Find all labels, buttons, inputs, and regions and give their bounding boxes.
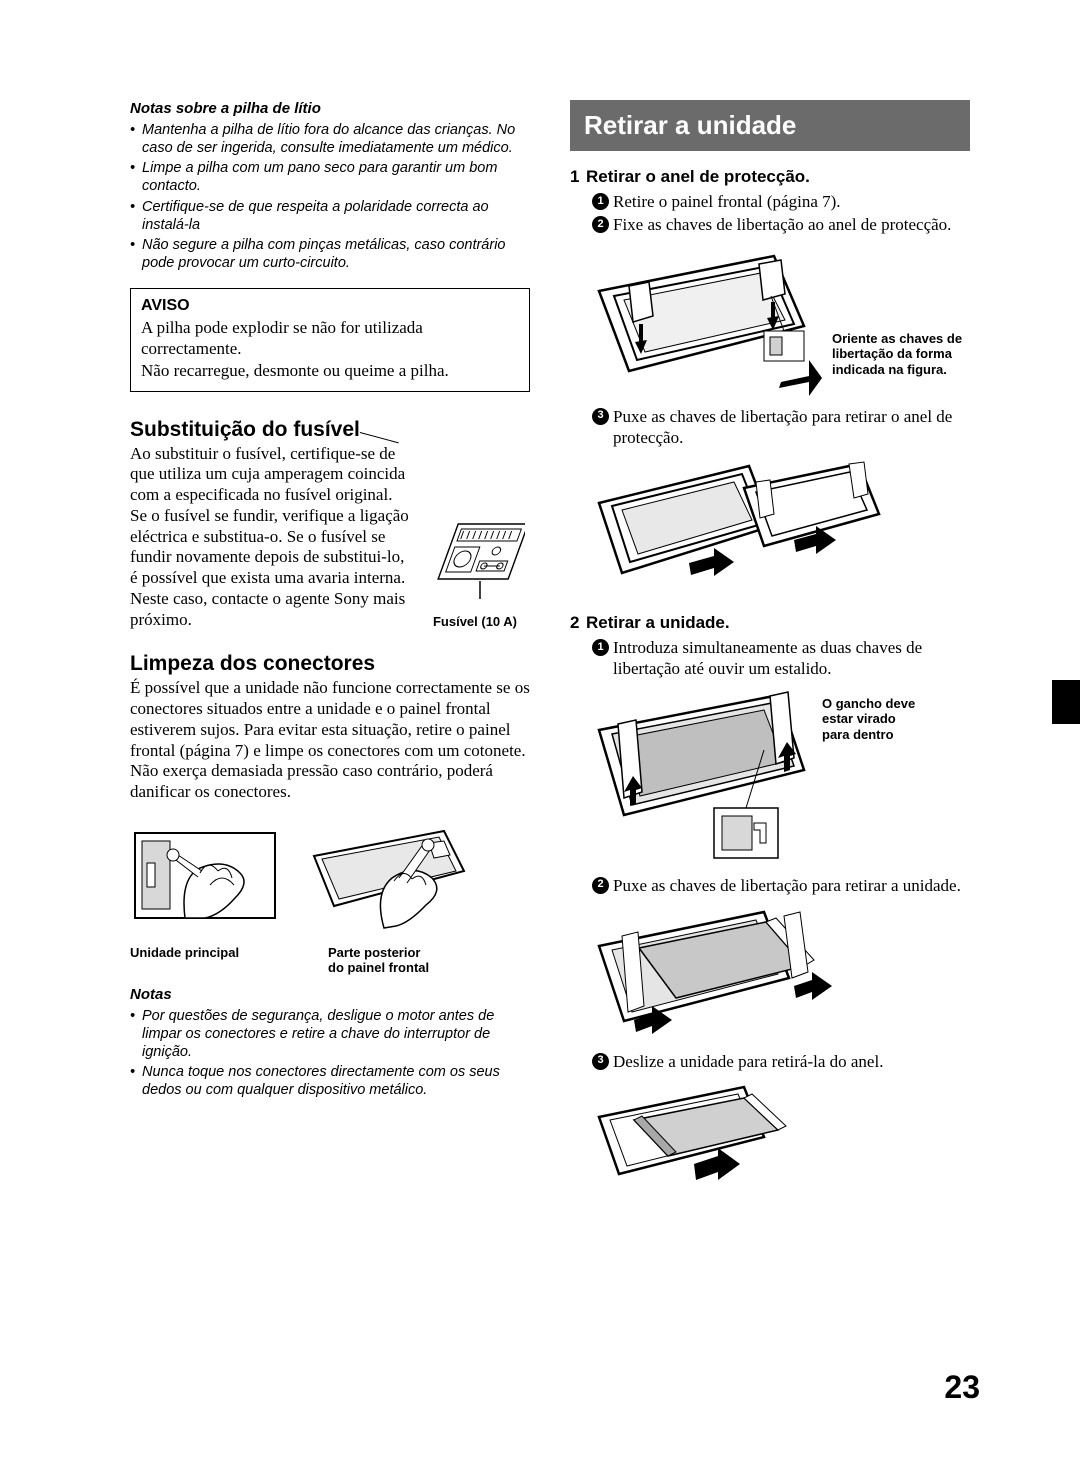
substep-2a: 1Introduza simultaneamente as duas chave… [570, 637, 970, 680]
substep-2b-text: Puxe as chaves de libertação para retira… [613, 875, 961, 896]
battery-notes-list: Mantenha a pilha de lítio fora do alcanc… [130, 121, 530, 272]
circled-2-icon: 2 [592, 877, 609, 894]
main-unit-caption: Unidade principal [130, 946, 280, 976]
battery-note-item: Não segure a pilha com pinças metálicas,… [130, 236, 530, 272]
circled-3-icon: 3 [592, 408, 609, 425]
battery-notes-title: Notas sobre a pilha de lítio [130, 100, 530, 117]
callout2-line2: estar virado [822, 711, 915, 727]
step1-heading: 1Retirar o anel de protecção. [570, 167, 970, 187]
step1c-illustration [594, 458, 884, 603]
fuse-heading: Substituição do fusível [130, 418, 360, 442]
figure-step2a: O gancho deve estar virado para dentro [594, 690, 970, 865]
cleaning-body: É possível que a unidade não funcione co… [130, 678, 530, 802]
figure-step1b: Oriente as chaves de libertação da forma… [594, 246, 970, 396]
substep-2c: 3Deslize a unidade para retirá-la do ane… [570, 1051, 970, 1072]
substep-1c: 3Puxe as chaves de libertação para retir… [570, 406, 970, 449]
right-column: Retirar a unidade 1Retirar o anel de pro… [570, 100, 970, 1202]
fuse-label: Fusível (10 A) [433, 615, 517, 630]
circled-1-icon: 1 [592, 639, 609, 656]
notes2-title: Notas [130, 986, 530, 1003]
battery-note-item: Certifique-se de que respeita a polarida… [130, 198, 530, 234]
page-columns: Notas sobre a pilha de lítio Mantenha a … [130, 100, 980, 1202]
callout1-line3: indicada na figura. [832, 362, 962, 378]
main-unit-illustration [130, 823, 280, 938]
aviso-box: AVISO A pilha pode explodir se não for u… [130, 288, 530, 392]
substep-1a-text: Retire o painel frontal (página 7). [613, 191, 841, 212]
step2b-illustration [594, 906, 844, 1041]
callout-2: O gancho deve estar virado para dentro [822, 696, 915, 743]
substep-2c-text: Deslize a unidade para retirá-la do anel… [613, 1051, 883, 1072]
circled-1-icon: 1 [592, 193, 609, 210]
battery-note-item: Limpe a pilha com um pano seco para gara… [130, 159, 530, 195]
back-panel-caption-2: do painel frontal [328, 961, 498, 976]
step2-heading: 2Retirar a unidade. [570, 613, 970, 633]
notes2-item: Nunca toque nos conectores directamente … [130, 1063, 530, 1099]
main-unit-figure [130, 823, 280, 938]
step2a-illustration [594, 690, 814, 865]
page-number: 23 [944, 1369, 980, 1406]
substep-1a: 1Retire o painel frontal (página 7). [570, 191, 970, 212]
circled-3-icon: 3 [592, 1053, 609, 1070]
substep-2a-text: Introduza simultaneamente as duas chaves… [613, 637, 970, 680]
aviso-title: AVISO [141, 297, 519, 315]
back-panel-figure [304, 823, 474, 938]
substep-1b: 2Fixe as chaves de libertação ao anel de… [570, 214, 970, 235]
figure-step2c [594, 1082, 970, 1192]
substep-1b-text: Fixe as chaves de libertação ao anel de … [613, 214, 951, 235]
section-banner: Retirar a unidade [570, 100, 970, 151]
side-tab [1052, 680, 1080, 724]
back-panel-illustration [304, 823, 474, 938]
circled-2-icon: 2 [592, 216, 609, 233]
aviso-body-2: Não recarregue, desmonte ou queime a pil… [141, 360, 519, 381]
fuse-block: Ao substituir o fusível, certifique-se d… [130, 444, 530, 631]
figure-step2b [594, 906, 970, 1041]
left-column: Notas sobre a pilha de lítio Mantenha a … [130, 100, 530, 1202]
battery-note-item: Mantenha a pilha de lítio fora do alcanc… [130, 121, 530, 157]
step2c-illustration [594, 1082, 794, 1192]
back-panel-caption-1: Parte posterior [328, 946, 498, 961]
callout1-line1: Oriente as chaves de [832, 331, 962, 347]
notes2-item: Por questões de segurança, desligue o mo… [130, 1007, 530, 1061]
fuse-figure: Fusível (10 A) [420, 444, 530, 631]
step2-title: Retirar a unidade. [586, 613, 730, 632]
cleaning-heading: Limpeza dos conectores [130, 652, 375, 676]
callout1-line2: libertação da forma [832, 346, 962, 362]
figure-step1c [594, 458, 970, 603]
step1b-illustration [594, 246, 824, 396]
callout2-line1: O gancho deve [822, 696, 915, 712]
callout2-line3: para dentro [822, 727, 915, 743]
fuse-illustration [425, 519, 525, 609]
step1-title: Retirar o anel de protecção. [586, 167, 810, 186]
aviso-body-1: A pilha pode explodir se não for utiliza… [141, 317, 519, 360]
notes2-list: Por questões de segurança, desligue o mo… [130, 1007, 530, 1100]
substep-1c-text: Puxe as chaves de libertação para retira… [613, 406, 970, 449]
cleaning-captions: Unidade principal Parte posterior do pai… [130, 946, 530, 976]
callout-1: Oriente as chaves de libertação da forma… [832, 331, 962, 378]
cleaning-figures [130, 823, 530, 938]
fuse-body: Ao substituir o fusível, certifique-se d… [130, 444, 410, 631]
substep-2b: 2Puxe as chaves de libertação para retir… [570, 875, 970, 896]
